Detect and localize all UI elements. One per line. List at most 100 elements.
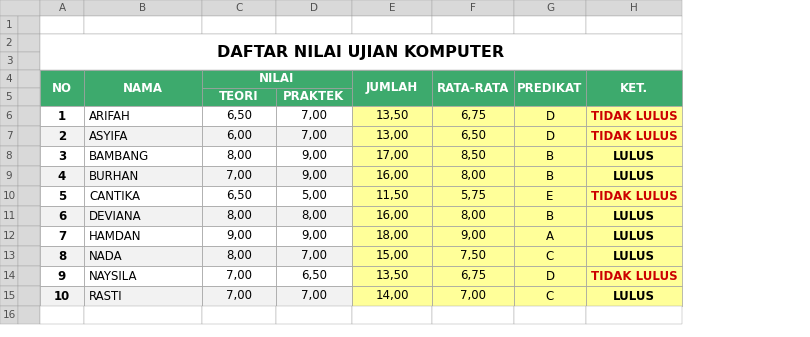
Text: LULUS: LULUS bbox=[613, 289, 655, 303]
Text: 15: 15 bbox=[2, 291, 15, 301]
Text: 1: 1 bbox=[6, 20, 12, 30]
Text: 7,00: 7,00 bbox=[301, 110, 327, 123]
Bar bbox=[18, 166, 40, 186]
Text: 9,00: 9,00 bbox=[460, 229, 486, 243]
Bar bbox=[0, 52, 18, 70]
Bar bbox=[432, 146, 514, 166]
Bar bbox=[202, 106, 276, 126]
Bar bbox=[352, 146, 432, 166]
Text: 16,00: 16,00 bbox=[375, 170, 409, 183]
Text: PREDIKAT: PREDIKAT bbox=[518, 82, 582, 94]
Text: TIDAK LULUS: TIDAK LULUS bbox=[590, 129, 677, 143]
Bar bbox=[18, 226, 40, 246]
Text: 3: 3 bbox=[6, 56, 12, 66]
Bar bbox=[514, 206, 586, 226]
Bar bbox=[276, 226, 352, 246]
Bar bbox=[0, 286, 18, 306]
Bar bbox=[352, 286, 432, 306]
Text: 14: 14 bbox=[2, 271, 15, 281]
Bar bbox=[514, 166, 586, 186]
Text: 5: 5 bbox=[58, 189, 66, 203]
Bar bbox=[586, 166, 682, 186]
Bar bbox=[352, 266, 432, 286]
Bar bbox=[0, 106, 18, 126]
Text: 7,00: 7,00 bbox=[226, 270, 252, 282]
Text: 13,00: 13,00 bbox=[375, 129, 409, 143]
Bar bbox=[586, 16, 682, 34]
Bar bbox=[202, 186, 276, 206]
Text: 8: 8 bbox=[58, 249, 66, 263]
Bar bbox=[202, 126, 276, 146]
Text: 8: 8 bbox=[6, 151, 12, 161]
Bar bbox=[514, 306, 586, 324]
Bar bbox=[0, 206, 18, 226]
Bar bbox=[514, 70, 586, 106]
Text: C: C bbox=[546, 289, 554, 303]
Bar bbox=[276, 16, 352, 34]
Text: B: B bbox=[546, 170, 554, 183]
Bar bbox=[40, 34, 682, 70]
Bar bbox=[40, 146, 84, 166]
Text: A: A bbox=[546, 229, 554, 243]
Bar bbox=[514, 106, 586, 126]
Bar bbox=[18, 126, 40, 146]
Bar bbox=[18, 52, 40, 70]
Text: 6: 6 bbox=[58, 210, 66, 222]
Bar bbox=[84, 306, 202, 324]
Text: 1: 1 bbox=[58, 110, 66, 123]
Text: 7,00: 7,00 bbox=[301, 289, 327, 303]
Text: 7: 7 bbox=[6, 131, 12, 141]
Bar bbox=[18, 246, 40, 266]
Bar bbox=[84, 146, 202, 166]
Text: 6,50: 6,50 bbox=[226, 110, 252, 123]
Bar bbox=[432, 246, 514, 266]
Text: NAYSILA: NAYSILA bbox=[89, 270, 138, 282]
Bar bbox=[84, 16, 202, 34]
Bar bbox=[0, 70, 18, 88]
Text: 9,00: 9,00 bbox=[301, 170, 327, 183]
Text: 10: 10 bbox=[2, 191, 15, 201]
Text: 18,00: 18,00 bbox=[375, 229, 409, 243]
Text: LULUS: LULUS bbox=[613, 229, 655, 243]
Text: 7: 7 bbox=[58, 229, 66, 243]
Bar bbox=[514, 146, 586, 166]
Bar bbox=[0, 88, 18, 106]
Bar bbox=[432, 266, 514, 286]
Text: 15,00: 15,00 bbox=[375, 249, 409, 263]
Text: DEVIANA: DEVIANA bbox=[89, 210, 142, 222]
Bar bbox=[586, 306, 682, 324]
Text: 12: 12 bbox=[2, 231, 15, 241]
Text: 6,50: 6,50 bbox=[301, 270, 327, 282]
Bar bbox=[352, 186, 432, 206]
Text: 8,00: 8,00 bbox=[226, 249, 252, 263]
Bar bbox=[84, 266, 202, 286]
Text: E: E bbox=[389, 3, 395, 13]
Bar bbox=[586, 246, 682, 266]
Text: 9: 9 bbox=[58, 270, 66, 282]
Text: ARIFAH: ARIFAH bbox=[89, 110, 130, 123]
Bar bbox=[18, 286, 40, 306]
Text: LULUS: LULUS bbox=[613, 210, 655, 222]
Bar bbox=[202, 226, 276, 246]
Bar bbox=[0, 306, 18, 324]
Text: D: D bbox=[545, 129, 555, 143]
Bar bbox=[514, 0, 586, 16]
Text: 7,00: 7,00 bbox=[301, 249, 327, 263]
Text: 8,00: 8,00 bbox=[460, 170, 486, 183]
Text: 9,00: 9,00 bbox=[301, 150, 327, 162]
Text: 3: 3 bbox=[58, 150, 66, 162]
Bar bbox=[514, 16, 586, 34]
Bar bbox=[276, 266, 352, 286]
Text: 4: 4 bbox=[6, 74, 12, 84]
Text: 5,75: 5,75 bbox=[460, 189, 486, 203]
Text: 8,00: 8,00 bbox=[226, 150, 252, 162]
Bar bbox=[586, 226, 682, 246]
Text: BURHAN: BURHAN bbox=[89, 170, 139, 183]
Text: NAMA: NAMA bbox=[123, 82, 163, 94]
Bar bbox=[352, 246, 432, 266]
Bar bbox=[276, 206, 352, 226]
Bar bbox=[40, 206, 84, 226]
Bar bbox=[514, 246, 586, 266]
Text: NILAI: NILAI bbox=[259, 72, 295, 86]
Bar bbox=[18, 266, 40, 286]
